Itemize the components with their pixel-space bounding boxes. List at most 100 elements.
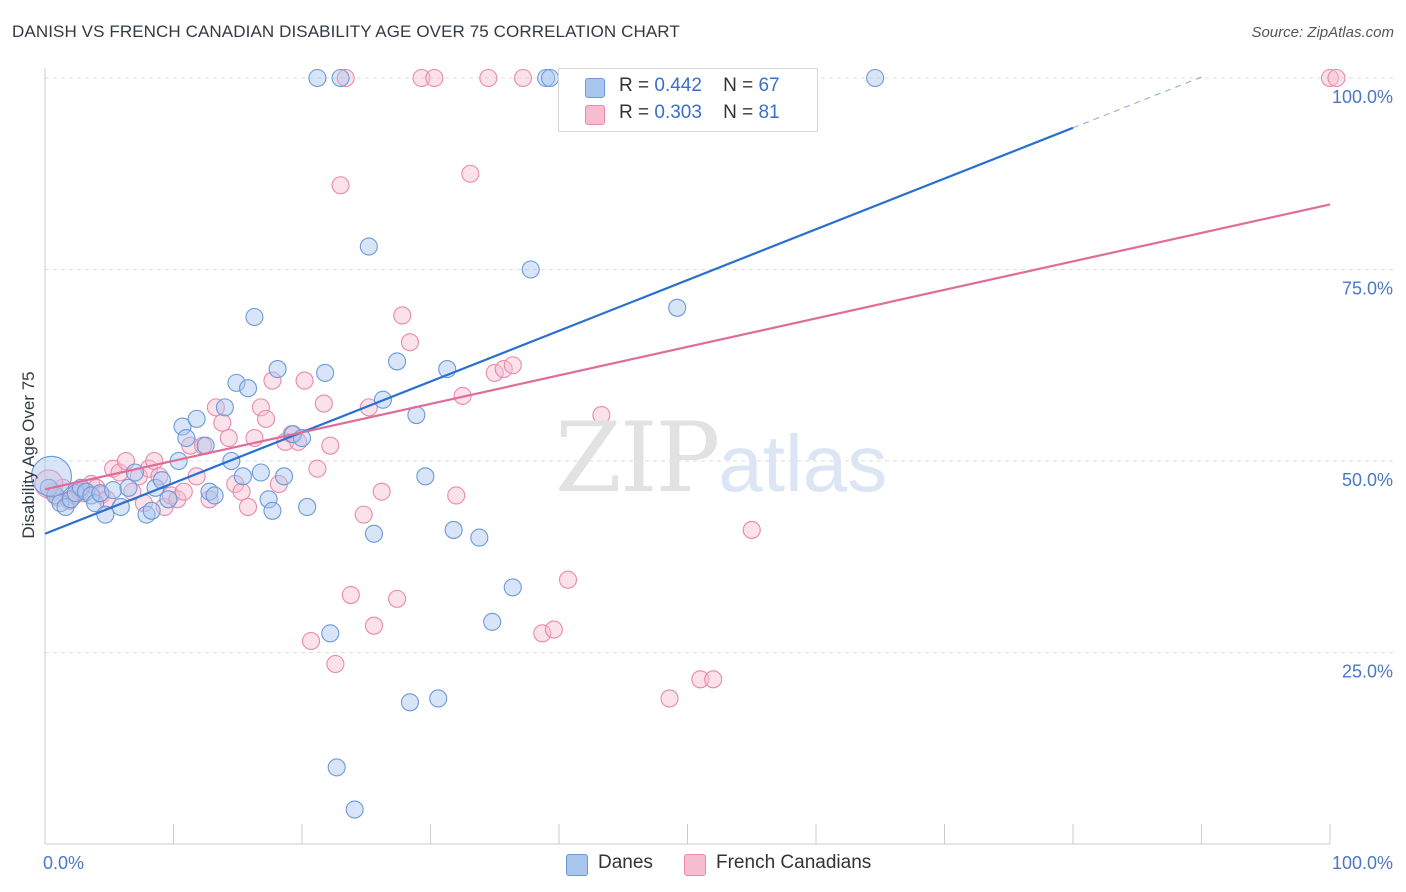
danes-point [274, 467, 294, 486]
y-tick-label: 75.0% [1342, 279, 1393, 299]
danes-point [316, 363, 335, 382]
danes-point [308, 68, 327, 88]
trend-lines [44, 76, 1331, 535]
danes-point [668, 298, 687, 317]
danes-r-label: R = [619, 75, 650, 96]
french-canadians-point [372, 482, 391, 501]
french-r-value: 0.303 [654, 102, 702, 123]
danes-point [268, 360, 287, 379]
danes-point [388, 352, 407, 371]
danes-point [331, 68, 350, 88]
french-canadians-point [341, 585, 360, 605]
french-r-label: R = [619, 102, 650, 123]
french-canadians-point [321, 436, 340, 455]
french-canadians-point [691, 670, 710, 689]
danes-point [245, 307, 264, 327]
french-canadians-point [263, 371, 282, 390]
danes-point [86, 494, 105, 513]
danes-point [215, 398, 234, 417]
chart-title: DANISH VS FRENCH CANADIAN DISABILITY AGE… [12, 22, 680, 41]
danes-point [177, 428, 196, 448]
french-canadians-point [544, 620, 563, 639]
watermark-zip: ZIP [555, 402, 720, 514]
x-tick-label: 100.0% [1332, 853, 1393, 873]
french-canadians-point [479, 68, 498, 88]
danes-point [540, 68, 560, 88]
watermark-atlas: atlas [718, 419, 888, 508]
danes-n-value: 67 [758, 75, 780, 96]
danes-point [470, 528, 489, 547]
french-canadians-point [326, 654, 345, 674]
french-legend-label: French Canadians [716, 852, 872, 873]
y-tick-label: 50.0% [1342, 470, 1393, 490]
danes-point [119, 478, 138, 497]
french-canadians-point [400, 333, 419, 352]
french-canadians-point [238, 497, 258, 517]
french-canadians-point [461, 164, 480, 183]
danes-legend-swatch-icon [566, 854, 588, 876]
danes-point [416, 467, 435, 486]
y-axis-label: Disability Age Over 75 [19, 371, 38, 538]
danes-point [104, 481, 123, 500]
french-canadians-point [295, 371, 314, 390]
stats-legend: R = 0.442 N = 67 R = 0.303 N = 81 [558, 68, 818, 132]
danes-point [259, 490, 278, 509]
french-canadians-point [331, 176, 350, 195]
danes-point [444, 520, 463, 539]
french-canadians-point [558, 570, 578, 589]
danes-point [321, 624, 340, 643]
french-canadians-point [513, 68, 533, 88]
french-canadians-point [174, 482, 193, 501]
danes-point [503, 578, 522, 597]
danes-r-value: 0.442 [654, 75, 702, 96]
french-canadians-point [412, 68, 431, 88]
french-canadians-point [494, 360, 513, 379]
french-canadians-point [354, 505, 373, 524]
danes-point [142, 501, 161, 520]
danes-point [364, 524, 384, 543]
y-tick-labels: 25.0% 50.0% 75.0% 100.0% [1332, 87, 1393, 682]
french-canadians-point [393, 306, 412, 325]
french-canadians-point [364, 616, 384, 635]
axes [44, 68, 1331, 845]
y-tick-label: 25.0% [1342, 662, 1393, 682]
danes-point [238, 379, 258, 398]
french-canadians-point [226, 474, 245, 494]
danes-point [327, 758, 346, 777]
danes-point [233, 467, 252, 486]
french-canadians-point [447, 486, 466, 505]
french-canadians-point [1320, 68, 1340, 88]
french-canadians-point [592, 405, 611, 425]
french-canadians-point [742, 520, 761, 539]
danes-point [205, 486, 224, 505]
french-canadians-point [1327, 68, 1346, 88]
danes-point [125, 463, 144, 482]
french-swatch-icon [585, 105, 605, 125]
danes-point [173, 417, 192, 436]
french-canadians-trend-line [44, 203, 1331, 491]
french-canadians-point [503, 356, 522, 375]
danes-point [263, 501, 282, 520]
grid [45, 77, 1395, 653]
french-canadians-point [388, 589, 407, 608]
danes-point [187, 409, 206, 428]
french-n-value: 81 [758, 102, 780, 123]
danes-point [521, 260, 540, 279]
danes-point [359, 237, 378, 256]
x-tick-labels: 0.0% 100.0% [43, 853, 1393, 873]
french-canadians-point [256, 409, 276, 428]
french-legend-swatch-icon [684, 854, 706, 876]
french-canadians-point [314, 394, 333, 413]
danes-point [866, 68, 885, 88]
french-canadians-point [219, 428, 238, 448]
danes-point [345, 800, 364, 819]
source-label: Source: ZipAtlas.com [1251, 24, 1394, 41]
french-canadians-point [660, 689, 679, 708]
danes-point [227, 373, 246, 392]
y-tick-label: 100.0% [1332, 87, 1393, 107]
french-n-label: N = [723, 102, 754, 123]
danes-point [159, 490, 178, 509]
danes-trend-line [44, 126, 1074, 535]
danes-swatch-icon [585, 78, 605, 98]
